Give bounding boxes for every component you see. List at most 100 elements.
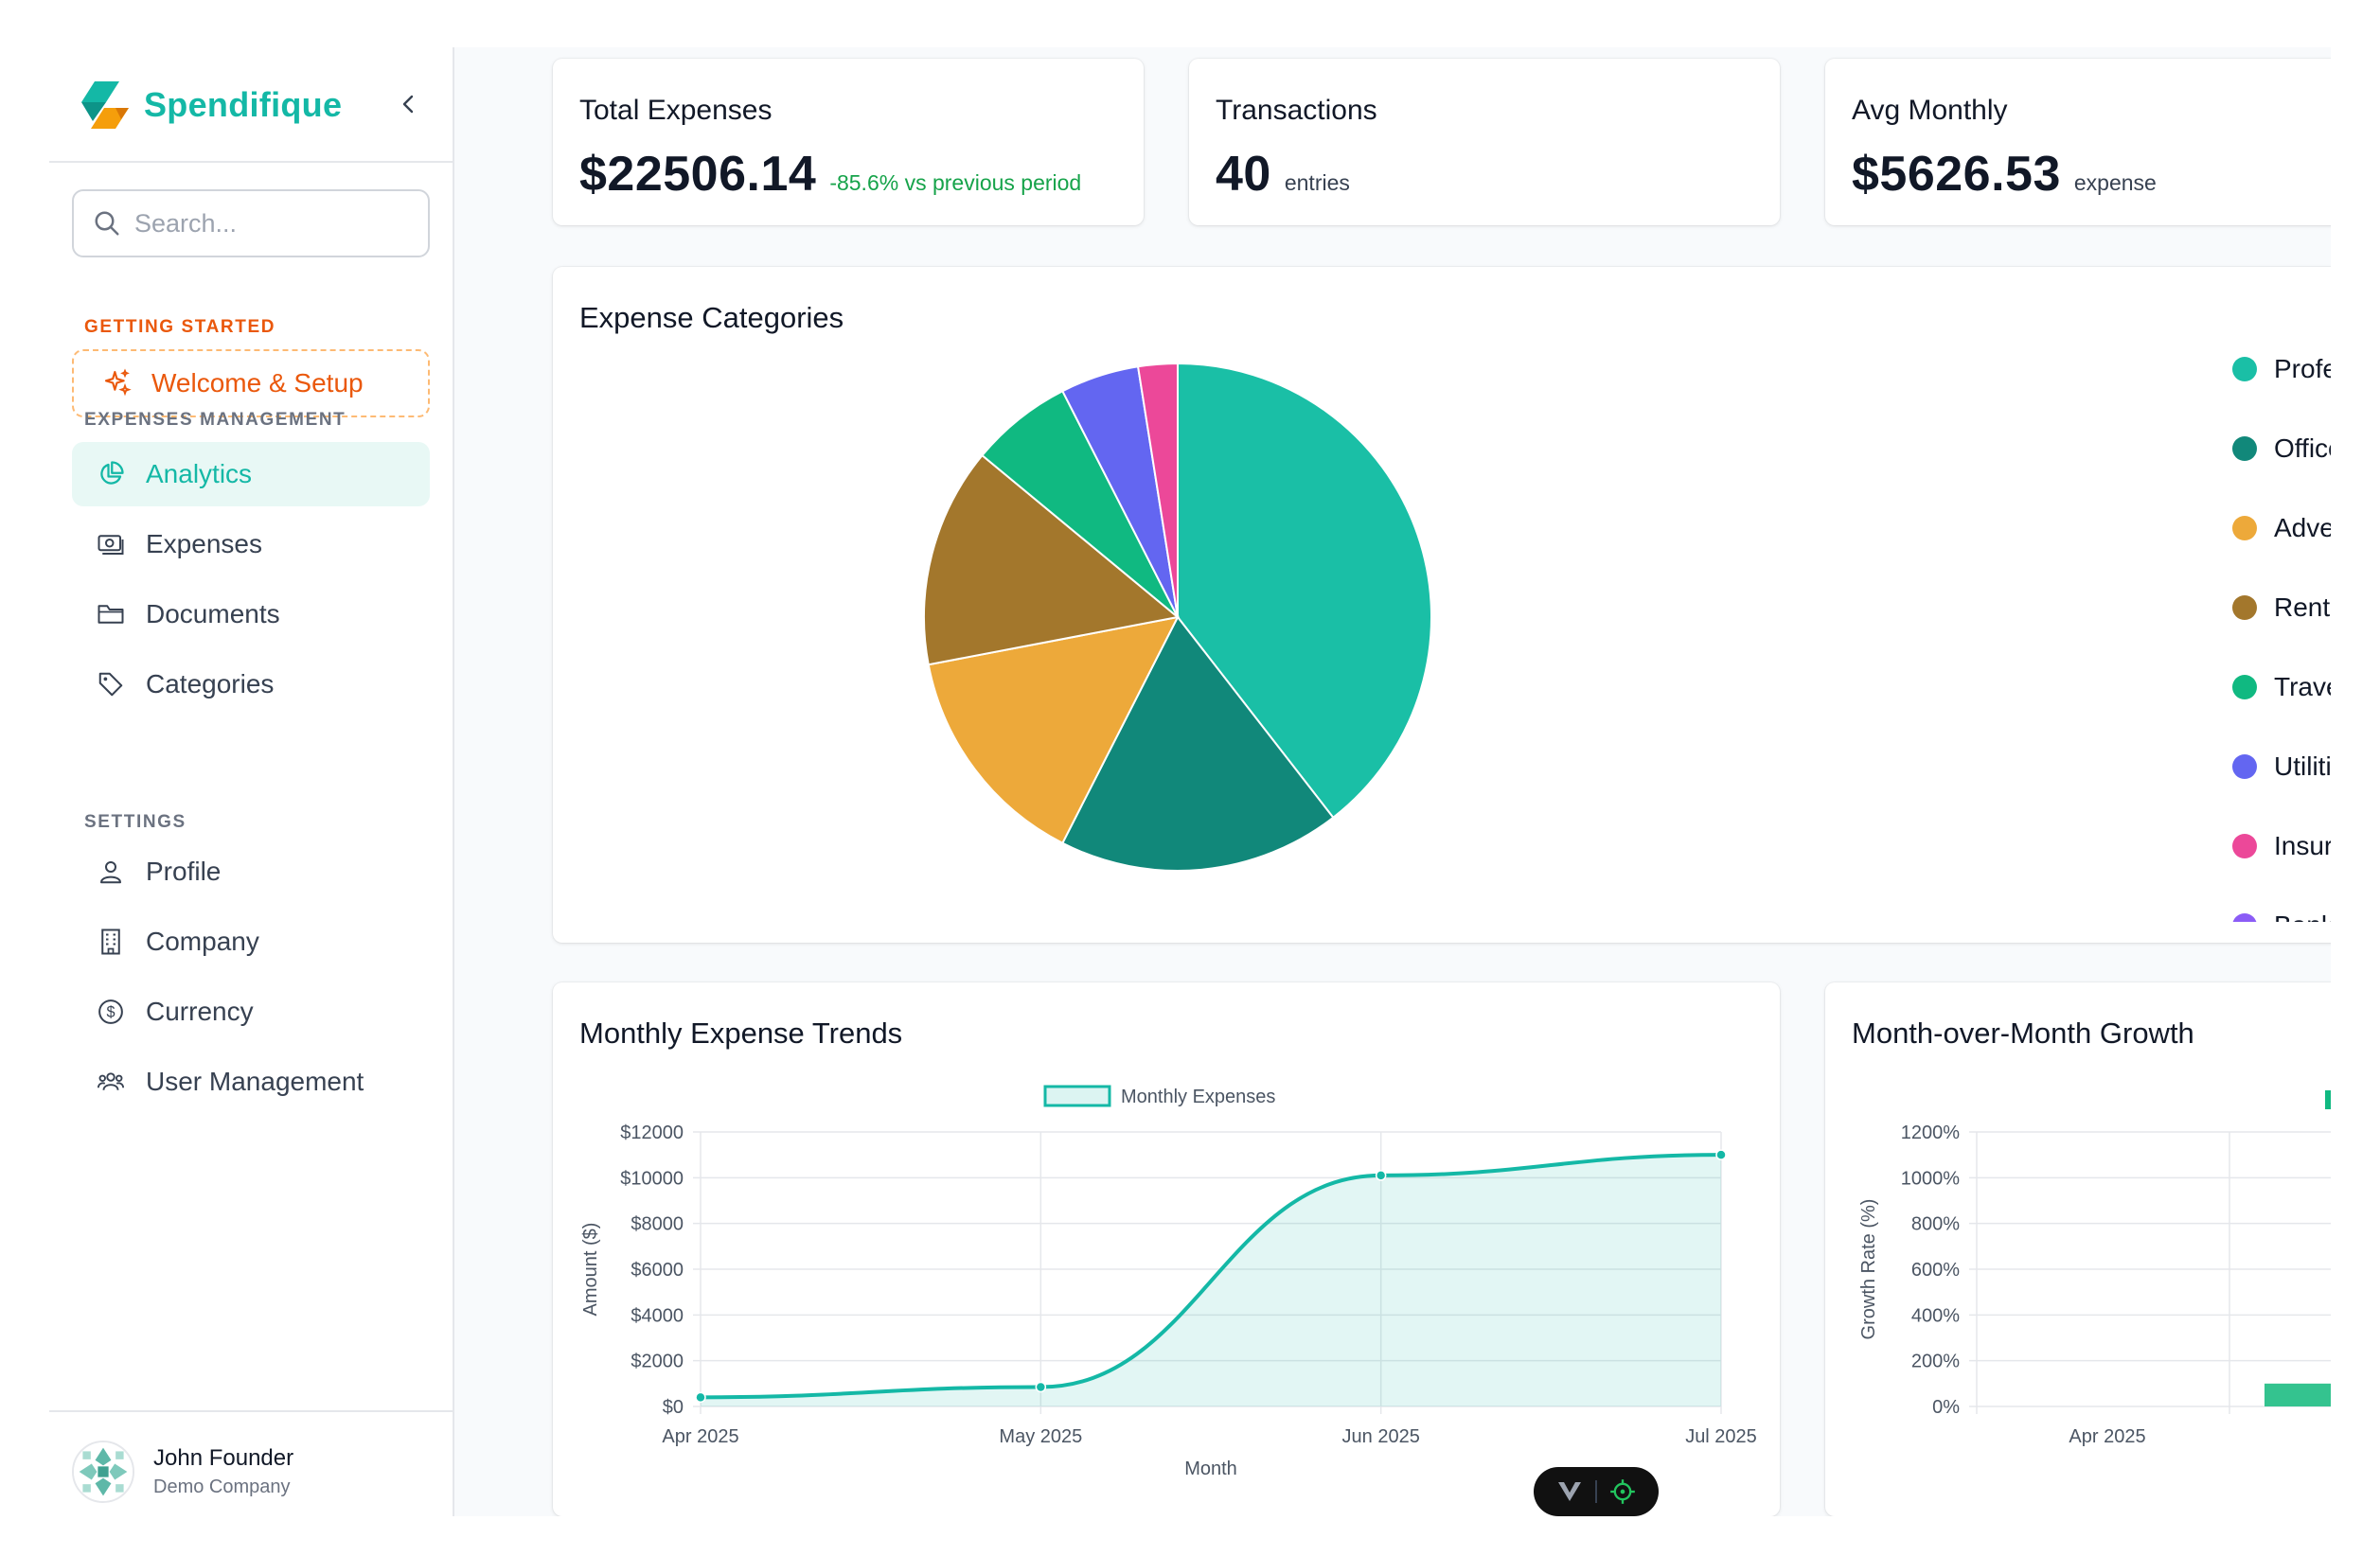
bar (2265, 1383, 2331, 1406)
section-title-getting-started: GETTING STARTED (84, 317, 276, 337)
legend-label: Bank Fee (2274, 911, 2331, 922)
sidebar-item-label: Documents (146, 599, 280, 628)
sidebar-item-analytics[interactable]: Analytics (72, 442, 430, 506)
pie-slice (927, 615, 1180, 845)
legend-item[interactable]: Utilities E (2232, 751, 2331, 782)
stat-value: 40 (1216, 147, 1271, 202)
x-tick-label: Apr 2025 (662, 1426, 738, 1447)
user-icon (100, 861, 121, 884)
brand-name: Spendifique (144, 85, 343, 124)
stat-value: $5626.53 (1852, 147, 2061, 202)
sidebar-item-expenses[interactable]: Expenses (72, 512, 430, 576)
stat-change: -85.6% vs previous period (829, 170, 1082, 195)
legend-color-dot (2232, 675, 2257, 699)
legend-color-dot (2232, 913, 2257, 922)
avatar (72, 1441, 134, 1503)
monthly-trends-line-chart: $0 $2000 $4000 $6000 $8000 $10000 $12000 Apr 20… (580, 1085, 1757, 1479)
stat-card-avg-monthly: Avg Monthly $5626.53 expense (1825, 59, 2331, 225)
x-tick-label: May (2330, 1426, 2331, 1447)
sidebar-item-label: Profile (146, 857, 222, 886)
legend-color-dot (2232, 595, 2257, 620)
y-tick-label: 400% (1911, 1305, 1960, 1326)
legend-color-dot (2232, 516, 2257, 540)
monthly-trends-panel: Monthly Expense Trends $0 $2000 $4000 $6000… (553, 982, 1780, 1516)
sidebar-item-label: Welcome & Setup (151, 368, 364, 398)
folder-icon (98, 605, 124, 624)
data-point (695, 1391, 706, 1404)
stat-card-total-expenses: Total Expenses $22506.14 -85.6% vs previ… (553, 59, 1144, 225)
search-input[interactable] (134, 208, 409, 239)
pie-slice (923, 453, 1181, 666)
y-axis-title: Growth Rate (%) (1858, 1199, 1879, 1340)
y-tick-label: 1200% (1901, 1123, 1960, 1143)
search-field[interactable] (72, 189, 430, 257)
pie-chart-icon (100, 461, 124, 485)
sparkles-icon (104, 368, 132, 397)
legend-item[interactable]: Advertisi (2232, 513, 2331, 543)
pie-slice (1060, 615, 1335, 872)
legend-item[interactable]: Insuranc (2232, 831, 2331, 861)
pie-slice (1136, 362, 1179, 618)
stat-unit: entries (1284, 170, 1350, 195)
user-company: Demo Company (153, 1476, 291, 1497)
sidebar-item-documents[interactable]: Documents (72, 582, 430, 646)
collapse-sidebar-button[interactable] (390, 85, 428, 123)
legend-label: Advertisi (2274, 513, 2331, 542)
stat-card-transactions: Transactions 40 entries (1189, 59, 1780, 225)
legend-swatch (2325, 1090, 2331, 1109)
y-tick-label: $2000 (631, 1352, 684, 1372)
sidebar-item-user-management[interactable]: User Management (72, 1050, 430, 1114)
legend-label: Utilities E (2274, 751, 2331, 781)
legend-color-dot (2232, 436, 2257, 461)
legend-item[interactable]: Office Su (2232, 433, 2331, 464)
x-tick-label: Jul 2025 (1685, 1426, 1757, 1447)
x-tick-label: Apr 2025 (2069, 1426, 2145, 1447)
user-profile-block[interactable]: John Founder Demo Company (49, 1410, 454, 1516)
sidebar-item-label: User Management (146, 1067, 364, 1096)
growth-panel: Month-over-Month Growth 0% 200% 400% 600% 80… (1825, 982, 2331, 1516)
series-line (700, 1153, 1722, 1400)
stat-unit: expense (2073, 170, 2157, 195)
tag-icon (98, 672, 123, 697)
vue-logo-icon[interactable] (1556, 1480, 1583, 1503)
crosshair-icon[interactable] (1609, 1478, 1636, 1505)
sidebar-item-currency[interactable]: $ Currency (72, 980, 430, 1044)
data-point (1715, 1149, 1727, 1160)
legend-label: Office Su (2274, 433, 2331, 463)
stat-label: Transactions (1216, 95, 1377, 126)
dollar-circle-icon: $ (98, 999, 123, 1024)
y-tick-label: 800% (1911, 1214, 1960, 1235)
y-tick-label: 200% (1911, 1352, 1960, 1372)
sidebar-item-label: Currency (146, 997, 254, 1026)
stat-label: Total Expenses (579, 95, 773, 126)
brand-logo-icon (81, 81, 129, 129)
legend-label: Rent Exp (2274, 592, 2331, 622)
sidebar-item-company[interactable]: Company (72, 910, 430, 974)
sidebar-item-welcome-setup[interactable]: Welcome & Setup (72, 349, 430, 417)
legend-item[interactable]: Travel an (2232, 672, 2331, 702)
legend-item[interactable]: Bank Fee (2232, 911, 2331, 922)
sidebar-item-categories[interactable]: Categories (72, 652, 430, 716)
stat-label: Avg Monthly (1852, 95, 2008, 126)
pie-slice (981, 389, 1179, 618)
sidebar-item-profile[interactable]: Profile (72, 840, 430, 904)
x-tick-label: May 2025 (999, 1426, 1082, 1447)
sidebar-item-label: Analytics (146, 459, 253, 488)
panel-title: Month-over-Month Growth (1852, 1017, 2194, 1050)
legend-item[interactable]: Professic (2232, 354, 2331, 384)
legend-color-dot (2232, 357, 2257, 381)
panel-title: Monthly Expense Trends (579, 1017, 903, 1050)
y-tick-label: $6000 (631, 1260, 684, 1281)
y-tick-label: $0 (663, 1397, 684, 1418)
sidebar-item-label: Expenses (146, 529, 262, 558)
svg-text:$: $ (106, 1004, 115, 1021)
data-point (1035, 1381, 1047, 1393)
area-fill (701, 1155, 1721, 1406)
y-axis-title: Amount ($) (580, 1223, 601, 1317)
money-icon (98, 535, 124, 555)
legend-item[interactable]: Rent Exp (2232, 592, 2331, 623)
y-tick-label: $4000 (631, 1305, 684, 1326)
legend-label: Travel an (2274, 672, 2331, 701)
legend-label: Monthly Expenses (1121, 1087, 1275, 1107)
pie-slice (1177, 362, 1433, 820)
